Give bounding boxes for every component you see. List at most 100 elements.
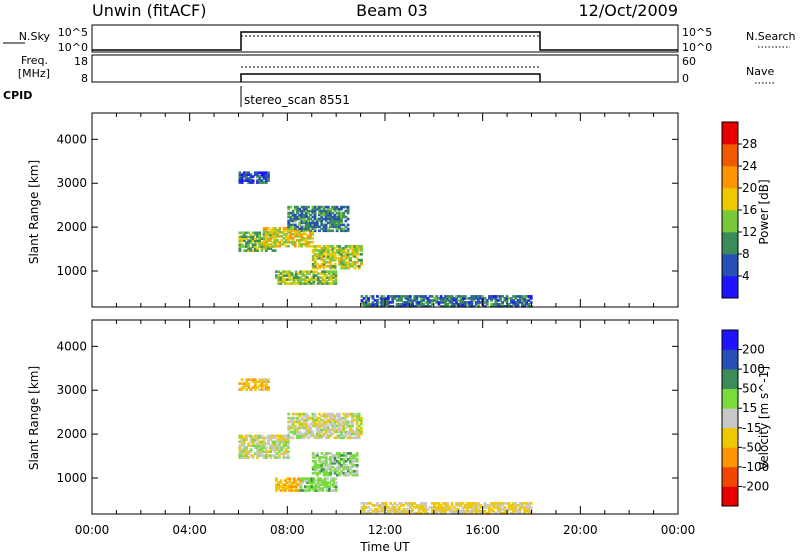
velocity-cell-947: [378, 506, 381, 509]
power-cell-962: [360, 303, 364, 306]
power-cell-1280: [516, 299, 520, 302]
power-cell-398: [298, 215, 302, 219]
velocity-cell-118: [253, 446, 257, 449]
velocity-cell-1252: [527, 504, 531, 507]
power-cell-912: [314, 270, 318, 273]
power-cell-725: [338, 251, 341, 254]
velocity-cell-219: [278, 444, 281, 447]
velocity-cell-811: [294, 479, 298, 482]
power-cell-768: [346, 245, 350, 248]
power-cell-505: [322, 213, 326, 217]
power-cell-1224: [488, 295, 491, 298]
velocity-cell-141: [258, 442, 262, 446]
velocity-cell-298: [296, 434, 299, 438]
power-cell-655: [320, 253, 324, 256]
power-cell-1205: [477, 301, 480, 304]
power-cell-981: [369, 305, 373, 308]
power-cell-386: [293, 205, 297, 209]
velocity-cell-989: [400, 512, 403, 515]
power-cell-511: [324, 227, 328, 231]
power-cell-199: [262, 231, 266, 234]
power-cell-484: [318, 217, 321, 221]
velocity-cell-1166: [488, 510, 491, 513]
power-cell-872: [299, 282, 303, 285]
power-cell-308: [298, 235, 301, 238]
velocity-cell-945: [376, 502, 379, 505]
velocity-cell-927: [365, 502, 368, 505]
velocity-cell-360: [309, 430, 313, 434]
velocity-cell-171: [264, 436, 268, 440]
power-cell-210: [265, 227, 268, 230]
velocity-cell-977: [393, 508, 397, 511]
power-cell-841: [286, 282, 289, 285]
velocity-cell-410: [320, 418, 324, 422]
velocity-cell-400: [318, 422, 321, 426]
velocity-cell-372: [311, 416, 315, 420]
velocity-cell-187: [269, 434, 273, 438]
velocity-cell-207: [275, 452, 279, 455]
power-cell-941: [327, 276, 331, 279]
power-cell-463: [313, 227, 317, 231]
velocity-cell-608: [316, 452, 319, 455]
velocity-cell-1084: [446, 504, 450, 507]
velocity-cell-911: [334, 483, 338, 486]
velocity-cell-306: [296, 412, 299, 416]
velocity-cell-144: [258, 434, 262, 438]
velocity-cell-1034: [422, 504, 425, 507]
power-cell-438: [307, 221, 310, 225]
velocity-colorbar-tick-label-5: 50: [742, 382, 757, 396]
velocity-cell-797: [290, 487, 294, 490]
velocity-cell-51: [267, 388, 270, 391]
power-cell-987: [371, 297, 375, 300]
power-cell-1185: [468, 305, 472, 308]
velocity-cell-555: [353, 412, 357, 416]
time-tick-label-5: 20:00: [563, 523, 598, 537]
velocity-cell-1: [238, 382, 242, 385]
velocity-cell-898: [330, 489, 334, 492]
power-cell-621: [311, 255, 315, 258]
power-cell-407: [300, 217, 304, 221]
velocity-cell-11: [245, 382, 248, 385]
power-cell-346: [309, 233, 312, 236]
time-tick-label-6: 00:00: [661, 523, 696, 537]
power-cell-1109: [430, 301, 434, 304]
power-cell-963: [360, 301, 364, 304]
power-cell-246: [278, 240, 282, 244]
velocity-cell-1019: [415, 506, 419, 509]
power-cell-694: [329, 253, 333, 256]
velocity-cell-314: [298, 420, 302, 424]
power-cell-670: [324, 264, 328, 268]
velocity-cell-881: [321, 481, 325, 484]
velocity-cell-667: [331, 454, 335, 457]
velocity-cell-176: [267, 438, 270, 442]
velocity-cell-1189: [499, 508, 502, 511]
velocity-cell-75: [240, 434, 244, 438]
velocity-cell-1008: [408, 506, 412, 509]
power-cell-584: [340, 229, 343, 233]
velocity-cell-63: [238, 436, 242, 440]
power-cell-1065: [408, 297, 412, 300]
power-cell-961: [334, 270, 338, 273]
velocity-cell-502: [342, 436, 346, 440]
power-cell-613: [346, 209, 350, 213]
power-cell-236: [273, 227, 277, 230]
velocity-cell-1012: [411, 508, 414, 511]
power-cell-331: [304, 237, 308, 240]
velocity-cell-724: [346, 458, 350, 461]
cpid-label: CPID: [3, 89, 32, 102]
velocity-cell-551: [353, 432, 357, 436]
power-cell-196: [262, 240, 266, 244]
velocity-cell-43: [262, 380, 266, 383]
power-cell-1247: [499, 297, 502, 300]
power-cell-419: [302, 215, 306, 219]
power-cell-49: [260, 171, 264, 174]
velocity-cell-197: [273, 454, 277, 457]
power-cell-253: [280, 235, 284, 238]
velocity-cell-1143: [474, 508, 478, 511]
power-y-label: Slant Range [km]: [27, 160, 41, 264]
velocity-cell-948: [378, 504, 381, 507]
velocity-cell-617: [320, 467, 324, 471]
velocity-cell-280: [291, 432, 295, 436]
velocity-cell-397: [318, 428, 321, 432]
velocity-cell-1219: [512, 502, 515, 505]
